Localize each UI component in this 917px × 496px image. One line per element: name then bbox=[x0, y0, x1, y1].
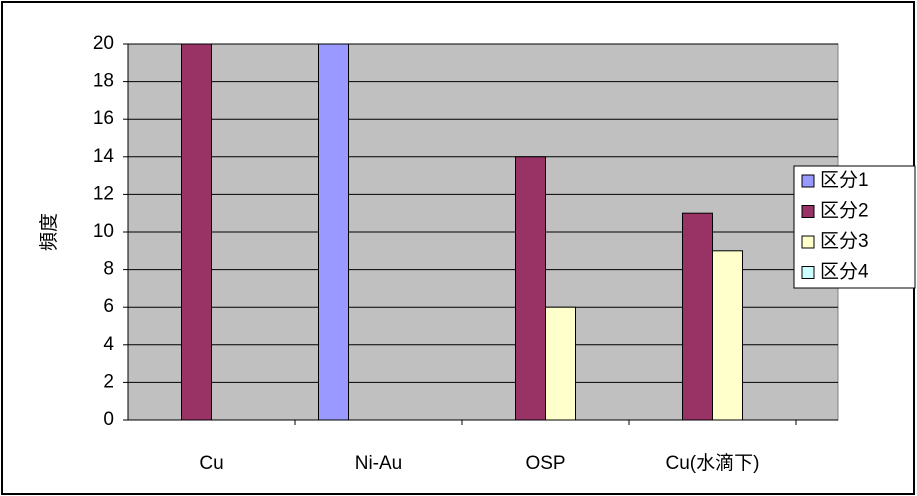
bar bbox=[515, 156, 546, 421]
y-tick-label: 10 bbox=[93, 221, 114, 242]
legend-swatch bbox=[801, 266, 815, 279]
x-tick-label: Cu bbox=[199, 453, 223, 474]
y-tick-label: 18 bbox=[93, 71, 114, 92]
bar bbox=[181, 43, 212, 421]
y-tick-label: 14 bbox=[93, 146, 115, 167]
bar bbox=[682, 212, 713, 421]
bar bbox=[712, 250, 743, 421]
legend-label: 区分2 bbox=[820, 200, 869, 222]
bar bbox=[318, 43, 349, 421]
legend-label: 区分1 bbox=[820, 169, 869, 191]
y-tick-label: 16 bbox=[93, 108, 114, 129]
legend-swatch bbox=[801, 205, 815, 218]
legend-swatch bbox=[801, 174, 815, 188]
legend-label: 区分4 bbox=[820, 261, 869, 283]
y-tick-label: 12 bbox=[93, 183, 114, 204]
y-tick-label: 2 bbox=[103, 371, 114, 392]
y-tick-label: 6 bbox=[103, 296, 114, 317]
x-tick-label: Cu(水滴下) bbox=[666, 452, 760, 474]
x-tick-label: Ni-Au bbox=[355, 453, 403, 474]
x-tick-label: OSP bbox=[525, 453, 565, 474]
legend-swatch bbox=[801, 235, 815, 249]
y-axis-label: 頻度 bbox=[38, 213, 60, 251]
y-tick-label: 8 bbox=[103, 259, 114, 280]
y-tick-label: 4 bbox=[103, 334, 114, 355]
y-tick-label: 20 bbox=[93, 33, 114, 54]
y-tick-label: 0 bbox=[103, 409, 114, 430]
legend-label: 区分3 bbox=[820, 230, 869, 252]
bar bbox=[545, 306, 576, 421]
